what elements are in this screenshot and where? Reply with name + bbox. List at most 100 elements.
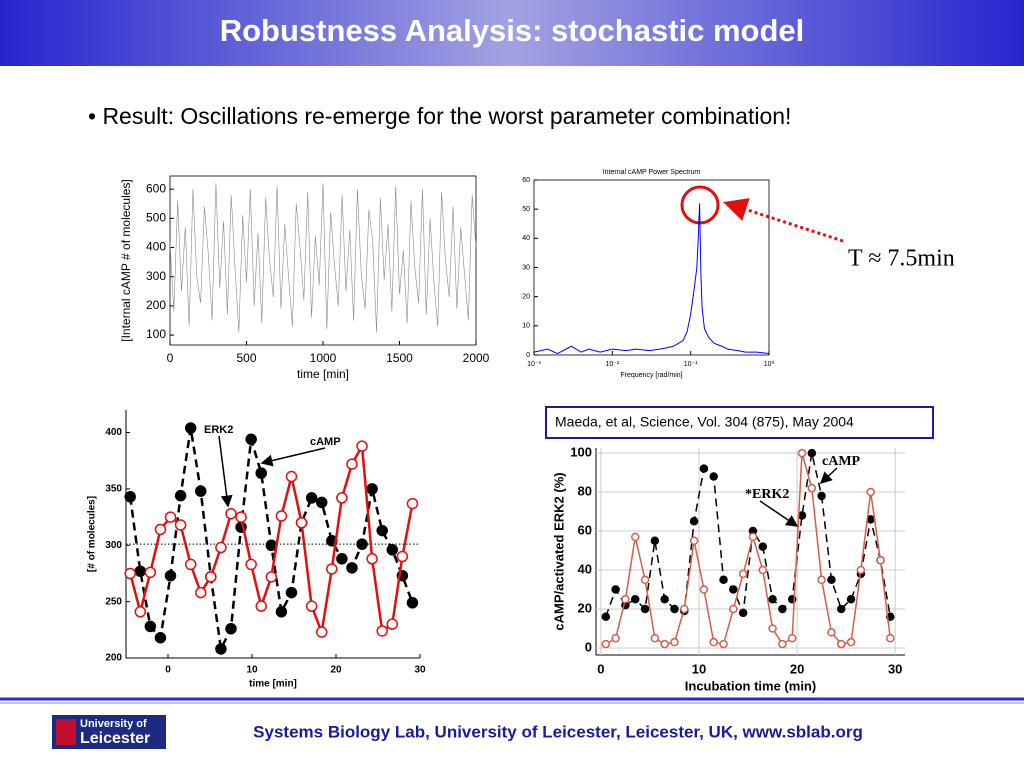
- data-point: [315, 496, 328, 509]
- data-point: [778, 639, 787, 649]
- data-point: [285, 586, 298, 599]
- data-point: [154, 631, 167, 644]
- data-point: [174, 489, 187, 502]
- data-point: [144, 620, 157, 633]
- data-point: [124, 567, 136, 580]
- data-point: [396, 550, 409, 563]
- data-point: [376, 524, 388, 537]
- data-point: [768, 624, 777, 633]
- data-point: [846, 595, 856, 604]
- data-point: [124, 491, 136, 503]
- y-tick-label: 40: [578, 561, 592, 576]
- data-point: [807, 448, 817, 458]
- data-point: [758, 542, 768, 551]
- data-point: [758, 565, 768, 575]
- data-point: [174, 519, 187, 531]
- y-tick-label: 200: [146, 298, 166, 312]
- data-point: [184, 558, 197, 571]
- annotation: cAMP: [310, 436, 341, 448]
- peak-arrow: [723, 198, 844, 243]
- data-point: [719, 575, 728, 585]
- y-tick-label: 400: [105, 427, 122, 438]
- data-point: [886, 633, 895, 643]
- x-tick-label: 10⁻¹: [684, 361, 698, 368]
- data-point: [601, 639, 611, 649]
- citation-box: [545, 406, 934, 439]
- data-point: [689, 536, 699, 546]
- x-tick-label: 1500: [386, 351, 413, 365]
- data-point: [305, 492, 318, 504]
- data-point: [709, 637, 718, 647]
- x-tick-label: 0: [597, 661, 604, 676]
- x-tick-label: 500: [236, 351, 256, 365]
- series-line: [605, 452, 892, 618]
- data-point: [386, 544, 399, 556]
- data-point: [768, 595, 777, 604]
- data-point: [846, 637, 856, 647]
- data-point: [366, 483, 378, 495]
- data-point: [787, 633, 797, 643]
- data-point: [215, 541, 227, 554]
- y-tick-label: 0: [526, 352, 530, 359]
- x-tick-label: 0: [165, 665, 171, 676]
- y-tick-label: 400: [146, 240, 166, 254]
- bullet: • Result: Oscillations re-emerge for the…: [88, 103, 791, 129]
- data-point: [336, 492, 348, 504]
- data-point: [195, 586, 207, 599]
- annotation: *ERK2: [745, 487, 789, 502]
- annotation: ERK2: [204, 424, 233, 436]
- data-point: [285, 470, 298, 483]
- data-point: [356, 440, 368, 452]
- y-tick-label: 60: [522, 177, 530, 184]
- data-point: [836, 604, 846, 614]
- y-tick-label: 60: [578, 522, 592, 537]
- y-tick-label: 20: [522, 294, 530, 301]
- data-point: [621, 595, 630, 604]
- footer: Systems Biology Lab, University of Leice…: [253, 722, 863, 741]
- data-point: [376, 625, 388, 637]
- data-point: [245, 433, 257, 446]
- data-point: [154, 523, 167, 536]
- data-point: [275, 510, 288, 522]
- data-point: [817, 575, 826, 585]
- series-line: [128, 441, 414, 637]
- y-tick-label: 300: [105, 540, 122, 551]
- x-tick-label: 20: [790, 661, 804, 676]
- y-tick-label: 80: [578, 483, 592, 498]
- x-tick-label: 10: [246, 665, 258, 676]
- header-band: [0, 0, 1024, 66]
- y-axis-label: [Internal cAMP # of molecules]: [119, 179, 133, 342]
- logo-shield: [56, 719, 76, 745]
- data-point: [729, 604, 738, 614]
- data-point: [346, 458, 358, 470]
- data-point: [225, 622, 237, 635]
- y-tick-label: 100: [570, 445, 592, 460]
- y-tick-label: 500: [146, 210, 166, 224]
- data-point: [611, 633, 620, 643]
- annotation: cAMP: [822, 454, 861, 469]
- logo-line2: Leicester: [80, 730, 150, 747]
- data-point: [295, 516, 308, 529]
- annotation-arrow: [759, 500, 799, 527]
- data-point: [729, 585, 738, 594]
- data-point: [386, 618, 399, 630]
- y-tick-label: 300: [146, 269, 166, 283]
- data-point: [650, 536, 660, 546]
- y-tick-label: 30: [522, 264, 530, 271]
- data-point: [255, 600, 267, 612]
- data-point: [630, 595, 640, 604]
- logo-line1: University of: [80, 718, 147, 730]
- series-line: [169, 183, 477, 333]
- data-point: [748, 532, 758, 542]
- data-point: [326, 563, 338, 575]
- x-tick-label: 2000: [463, 351, 490, 365]
- y-tick-label: 50: [522, 206, 530, 213]
- data-point: [738, 569, 748, 579]
- data-point: [660, 639, 669, 649]
- annotation-arrow: [260, 447, 326, 467]
- x-axis-label: time [min]: [249, 679, 297, 690]
- data-point: [205, 571, 217, 583]
- chart-title: Internal cAMP Power Spectrum: [603, 169, 701, 176]
- x-axis-label: Frequency [rad/min]: [620, 372, 682, 379]
- annotation-arrow: [218, 435, 233, 508]
